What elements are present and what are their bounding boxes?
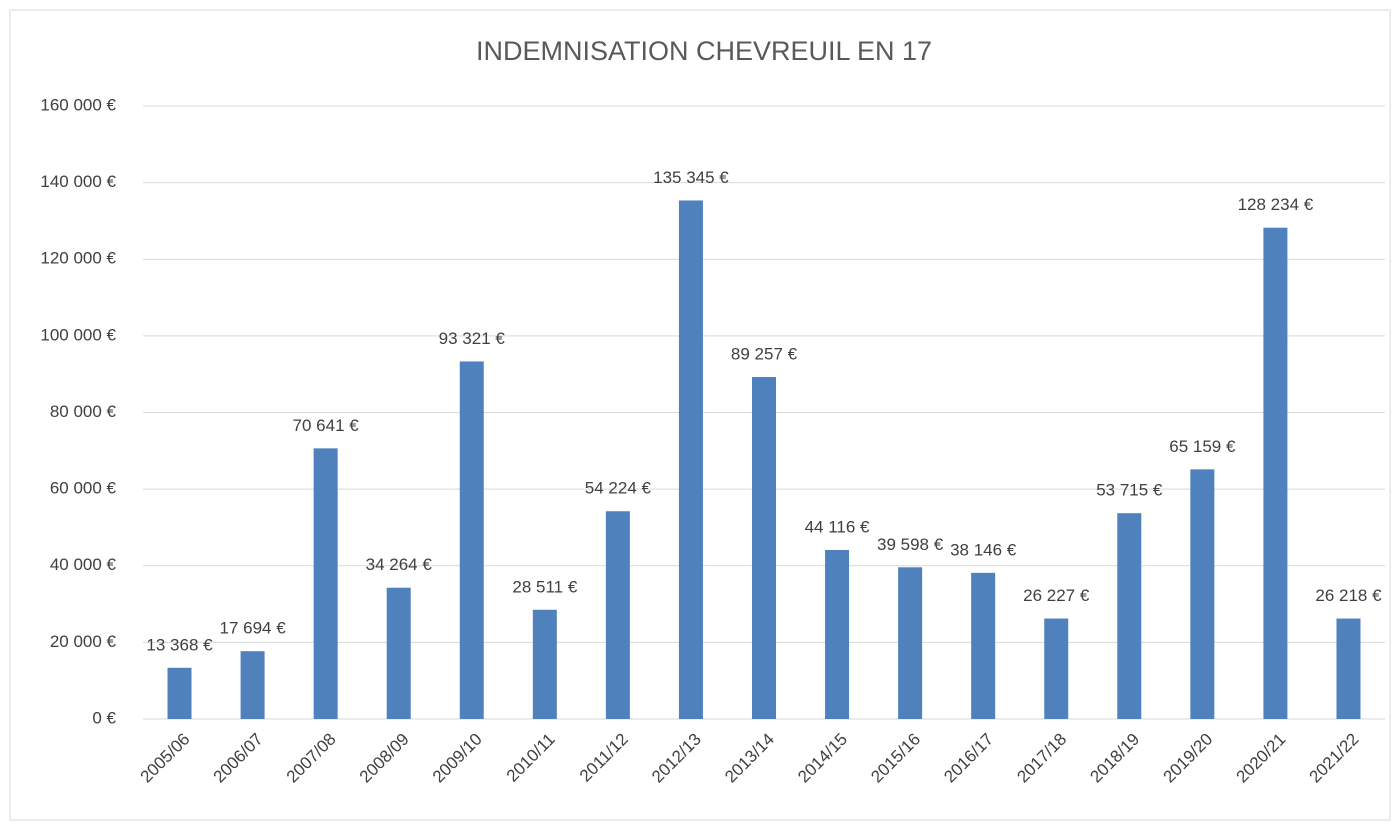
bar <box>313 448 338 719</box>
value-label: 34 264 € <box>366 555 433 574</box>
y-tick-label: 40 000 € <box>50 555 117 574</box>
bar <box>167 667 192 719</box>
value-label: 39 598 € <box>877 535 944 554</box>
value-label: 54 224 € <box>585 479 652 498</box>
bar <box>825 549 850 719</box>
bar <box>605 511 630 719</box>
bar <box>678 200 703 719</box>
chart-title: INDEMNISATION CHEVREUIL EN 17 <box>476 36 932 66</box>
y-tick-label: 0 € <box>92 708 116 727</box>
y-tick-label: 20 000 € <box>50 632 117 651</box>
bar <box>898 567 923 719</box>
bar <box>1263 227 1288 719</box>
bar <box>971 572 996 719</box>
value-label: 135 345 € <box>653 168 729 187</box>
bar <box>459 361 484 719</box>
bar <box>752 377 776 719</box>
value-label: 26 227 € <box>1023 586 1090 605</box>
value-label: 44 116 € <box>805 517 870 536</box>
value-label: 53 715 € <box>1096 481 1163 500</box>
y-tick-label: 60 000 € <box>50 479 117 498</box>
y-tick-label: 100 000 € <box>40 325 116 344</box>
y-tick-label: 140 000 € <box>40 172 116 191</box>
bar <box>1190 469 1215 719</box>
bar <box>1044 618 1069 719</box>
value-label: 28 511 € <box>512 577 577 596</box>
value-label: 38 146 € <box>950 540 1017 559</box>
value-label: 128 234 € <box>1238 195 1314 214</box>
bar <box>1117 513 1142 719</box>
value-label: 17 694 € <box>219 619 286 638</box>
value-label: 89 257 € <box>731 345 798 364</box>
value-label: 93 321 € <box>439 329 506 348</box>
y-tick-label: 80 000 € <box>50 402 117 421</box>
bar <box>532 609 557 719</box>
value-label: 26 218 € <box>1315 586 1382 605</box>
bar <box>386 587 411 719</box>
value-label: 13 368 € <box>146 635 213 654</box>
y-tick-label: 160 000 € <box>40 95 116 114</box>
bar <box>240 651 265 719</box>
value-label: 65 159 € <box>1169 437 1236 456</box>
bar <box>1336 618 1361 719</box>
value-label: 70 641 € <box>293 416 360 435</box>
y-tick-label: 120 000 € <box>40 249 116 268</box>
